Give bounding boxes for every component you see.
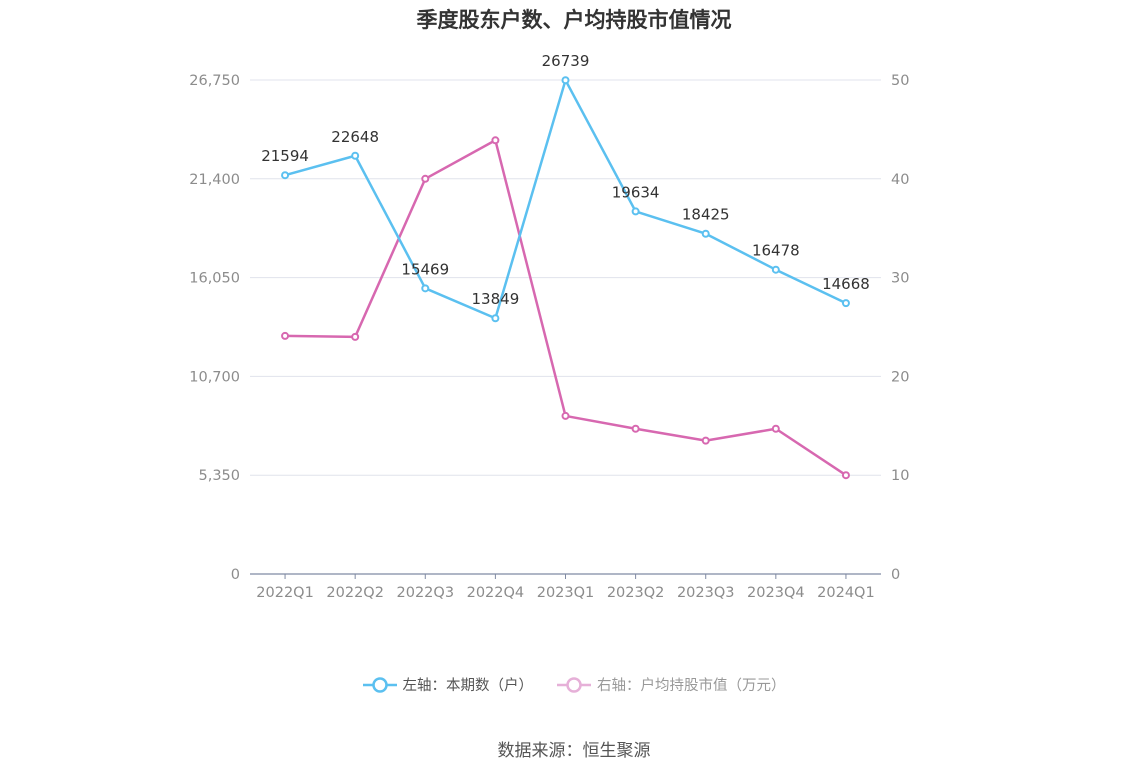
right-axis-tick-label: 0: [891, 567, 900, 583]
legend-item-left-series[interactable]: 左轴：本期数（户）: [362, 674, 534, 695]
point-left-series: [771, 265, 780, 274]
point-right-series: [561, 411, 570, 420]
point-left-series: [631, 207, 640, 216]
x-axis-tick-label: 2022Q2: [326, 585, 384, 601]
data-label: 18425: [682, 206, 730, 224]
left-axis-tick-label: 16,050: [189, 271, 240, 287]
legend-label-left-series: 左轴：本期数（户）: [402, 678, 534, 694]
data-label: 21594: [261, 147, 309, 165]
point-left-series: [351, 151, 360, 160]
series-line-right: [285, 139, 847, 477]
left-axis-tick-label: 26,750: [189, 73, 240, 89]
legend-marker-blue-icon: [362, 676, 397, 693]
point-right-series: [491, 136, 500, 145]
right-axis-tick-label: 40: [891, 172, 909, 188]
point-right-series: [841, 471, 850, 480]
legend: 左轴：本期数（户） 右轴：户均持股市值（万元）: [0, 674, 1148, 695]
chart-title: 季度股东户数、户均持股市值情况: [416, 8, 732, 32]
x-axis-tick-label: 2022Q3: [397, 585, 455, 601]
legend-marker-pink-icon: [557, 676, 591, 693]
legend-label-right-series: 右轴：户均持股市值（万元）: [597, 678, 786, 694]
point-left-series: [701, 229, 710, 238]
point-left-series: [421, 284, 430, 293]
x-axis-tick-label: 2024Q1: [817, 585, 875, 601]
series: [281, 76, 850, 480]
point-left-series: [491, 314, 500, 323]
right-axis-tick-label: 50: [891, 73, 909, 89]
point-left-series: [281, 171, 290, 180]
left-axis-tick-label: 5,350: [198, 468, 240, 484]
point-left-series: [841, 299, 850, 308]
right-axis-tick-label: 20: [891, 369, 909, 385]
chart-plot: 0 5,350 10,700 16,050 21,400 26,750 0 10 20 30 40 5…: [189, 52, 909, 601]
axes: 0 5,350 10,700 16,050 21,400 26,750 0 10 20 30 40 5…: [189, 73, 909, 601]
grid-lines: [250, 79, 881, 476]
data-source: 数据来源：恒生聚源: [497, 741, 651, 761]
data-label: 22648: [331, 128, 379, 146]
point-right-series: [281, 331, 290, 340]
legend-item-right-series[interactable]: 右轴：户均持股市值（万元）: [557, 674, 786, 695]
x-axis-tick-label: 2023Q1: [537, 585, 595, 601]
left-axis-tick-label: 21,400: [189, 172, 240, 188]
data-label: 15469: [401, 260, 449, 278]
point-right-series: [351, 332, 360, 341]
data-label: 13849: [472, 290, 520, 308]
x-axis-tick-label: 2023Q2: [607, 585, 665, 601]
point-right-series: [771, 424, 780, 433]
x-axis-tick-label: 2022Q4: [467, 585, 525, 601]
right-axis-tick-label: 10: [891, 468, 909, 484]
data-labels: 21594 22648 15469 13849 26739 19634 18425 16478…: [261, 52, 870, 308]
x-axis-tick-label: 2022Q1: [256, 585, 314, 601]
left-axis-tick-label: 0: [231, 567, 240, 583]
series-line-left: [284, 78, 847, 320]
data-label: 14668: [822, 275, 870, 293]
data-label: 26739: [542, 52, 590, 70]
left-axis-tick-label: 10,700: [189, 369, 240, 385]
point-right-series: [701, 436, 710, 445]
point-right-series: [421, 174, 430, 183]
x-axis-tick-label: 2023Q3: [677, 585, 735, 601]
point-right-series: [631, 424, 640, 433]
point-left-series: [561, 76, 570, 85]
data-label: 19634: [612, 183, 660, 201]
data-label: 16478: [752, 242, 800, 260]
x-axis-tick-label: 2023Q4: [747, 585, 805, 601]
right-axis-tick-label: 30: [891, 271, 909, 287]
